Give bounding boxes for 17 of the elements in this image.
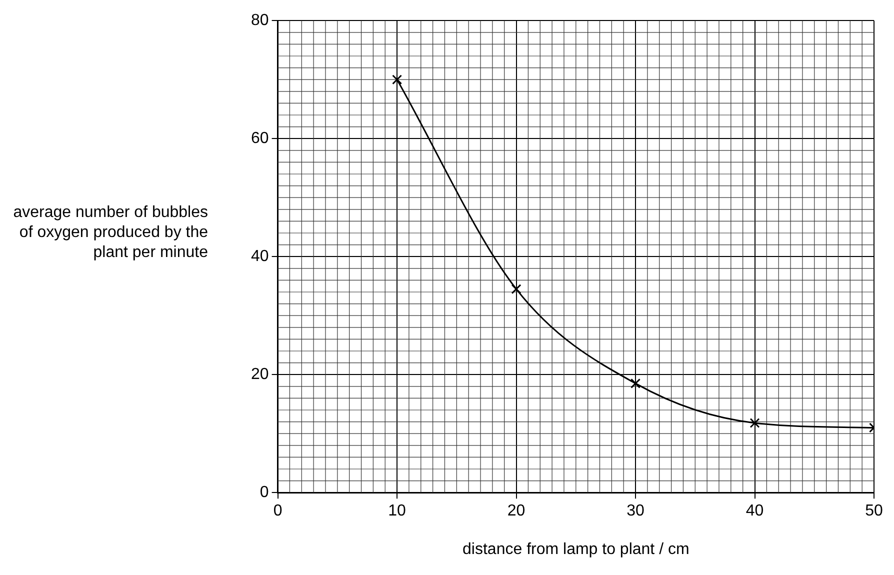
y-tick-label: 20	[251, 366, 269, 384]
x-tick-label: 0	[273, 502, 282, 520]
y-tick-label: 80	[251, 12, 269, 30]
x-tick-label: 40	[746, 502, 764, 520]
x-tick-label: 20	[507, 502, 526, 520]
y-tick-label: 60	[251, 130, 269, 148]
x-tick-label: 30	[626, 502, 645, 520]
x-tick-label: 10	[388, 502, 406, 520]
point	[750, 418, 760, 428]
point	[630, 378, 641, 388]
point	[392, 74, 402, 85]
point	[511, 284, 522, 294]
y-tick-label: 0	[260, 484, 269, 502]
x-tick-label: 50	[865, 502, 883, 520]
y-tick-label: 40	[251, 248, 269, 266]
y-axis-title: average number of bubbles of oxygen produced by the plant per minute	[12, 203, 208, 263]
x-axis-title: distance from lamp to plant / cm	[462, 540, 690, 558]
